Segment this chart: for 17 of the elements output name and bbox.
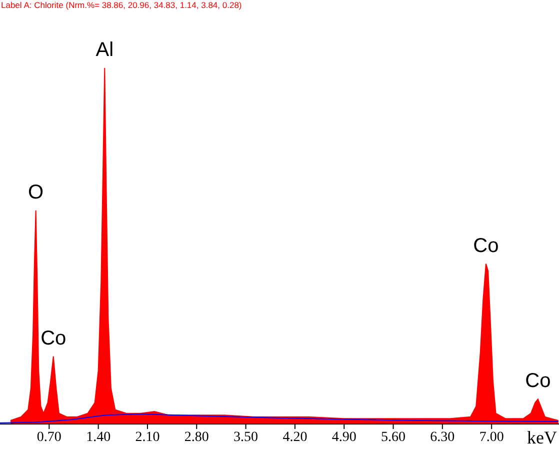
annotation: Co xyxy=(40,327,66,350)
chart-title: Label A: Chlorite (Nrm.%= 38.86, 20.96, 34.83, 1.14, 3.84, 0.28) xyxy=(1,0,242,11)
x-axis-title: keV xyxy=(527,427,557,448)
annotation: Co xyxy=(525,370,551,392)
x-tick-label: 7.00 xyxy=(479,430,504,445)
x-tick-label: 5.60 xyxy=(381,430,406,445)
x-tick-label: 0.70 xyxy=(36,430,62,445)
x-tick-label: 2.80 xyxy=(184,430,209,445)
x-tick-label: 4.90 xyxy=(332,430,356,445)
x-tick-label: 6.30 xyxy=(430,430,455,445)
x-tick-label: 2.10 xyxy=(135,430,160,445)
annotation: O xyxy=(28,181,44,204)
annotation: Al xyxy=(96,38,114,61)
x-tick-label: 1.40 xyxy=(86,430,111,445)
annotation: Co xyxy=(473,234,499,257)
x-tick-label: 3.50 xyxy=(234,430,258,445)
x-tick-label: 4.20 xyxy=(282,430,308,445)
